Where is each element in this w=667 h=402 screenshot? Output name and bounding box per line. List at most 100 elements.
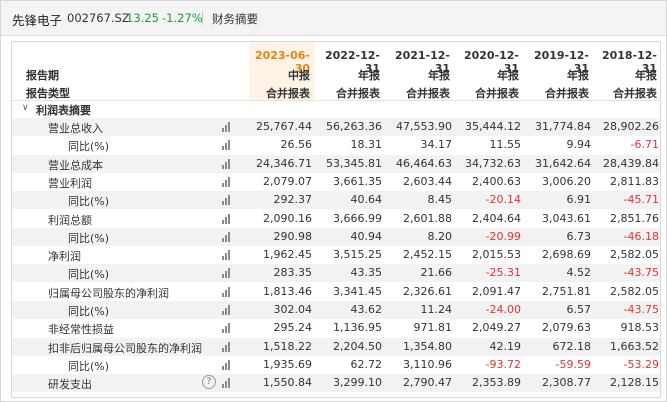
table-header: 报告期 报告类型 2023-06-30 中报 合并报表 2022-12-31 年报 合并报… bbox=[12, 42, 660, 101]
chevron-down-icon[interactable]: ∨ bbox=[22, 103, 29, 113]
header-label-period: 报告期 bbox=[26, 69, 59, 82]
row-label: 利润总额 bbox=[48, 213, 92, 227]
cell-value: 295.24 bbox=[273, 321, 313, 335]
cell-value: 1,354.80 bbox=[403, 339, 452, 353]
column-date[interactable]: 2019-12-31 bbox=[533, 49, 589, 75]
cell-value: 2,353.89 bbox=[472, 376, 521, 390]
row-label: 同比(%) bbox=[68, 195, 110, 209]
cell-value: -43.75 bbox=[623, 266, 659, 280]
tab-financial-summary[interactable]: 财务摘要 bbox=[212, 12, 258, 26]
bar-chart-icon[interactable] bbox=[222, 341, 233, 352]
cell-value: 1,518.22 bbox=[263, 339, 312, 353]
row-label: 营业总成本 bbox=[48, 158, 103, 172]
bar-chart-icon[interactable] bbox=[222, 378, 233, 389]
column-period-type[interactable]: 年报 bbox=[497, 69, 519, 82]
cell-value: 2,582.05 bbox=[610, 284, 659, 298]
selected-column-highlight bbox=[249, 42, 315, 100]
cell-value: 21.66 bbox=[420, 266, 453, 280]
bar-chart-icon[interactable] bbox=[222, 250, 233, 261]
cell-value: 3,299.10 bbox=[333, 376, 382, 390]
section-income-summary[interactable]: ∨ 利润表摘要 bbox=[12, 100, 660, 118]
row-label: 同比(%) bbox=[68, 140, 110, 154]
cell-value: 1,136.95 bbox=[333, 321, 382, 335]
cell-value: 34,732.63 bbox=[465, 156, 521, 170]
cell-value: 1,663.52 bbox=[610, 339, 659, 353]
divider bbox=[202, 11, 203, 25]
table-row: 营业总成本 24,346.71 53,345.81 46,464.63 34,732.6… bbox=[12, 154, 660, 173]
cell-value: 47,553.90 bbox=[396, 120, 452, 133]
bar-chart-icon[interactable] bbox=[222, 176, 233, 187]
cell-value: 34.17 bbox=[420, 138, 453, 152]
cell-value: -24.00 bbox=[485, 303, 521, 316]
cell-value: 6.57 bbox=[566, 303, 592, 316]
column-date[interactable]: 2022-12-31 bbox=[324, 49, 380, 75]
cell-value: 2,128.15 bbox=[610, 376, 659, 390]
cell-value: 6.73 bbox=[566, 229, 592, 243]
cell-value: 8.45 bbox=[427, 193, 453, 207]
bar-chart-icon[interactable] bbox=[222, 323, 233, 334]
cell-value: 2,601.88 bbox=[403, 211, 452, 225]
cell-value: 2,603.44 bbox=[403, 174, 452, 188]
cell-value: 3,666.99 bbox=[333, 211, 382, 225]
column-period-type[interactable]: 年报 bbox=[635, 69, 657, 82]
bar-chart-icon[interactable] bbox=[222, 140, 233, 151]
stock-price: 13.25 bbox=[126, 11, 159, 25]
row-label: 归属母公司股东的净利润 bbox=[48, 286, 169, 300]
cell-value: 2,582.05 bbox=[610, 248, 659, 262]
cell-value: 2,308.77 bbox=[542, 376, 591, 390]
table-row: 同比(%) 26.56 18.31 34.17 11.55 9.94 -6.71 bbox=[12, 136, 660, 154]
table-row: 同比(%) 290.98 40.94 8.20 -20.99 6.73 -46.18 bbox=[12, 227, 660, 246]
bar-chart-icon[interactable] bbox=[222, 122, 233, 132]
cell-value: 2,326.61 bbox=[403, 284, 452, 298]
cell-value: 2,698.69 bbox=[542, 248, 591, 262]
cell-value: 2,811.83 bbox=[610, 174, 659, 188]
column-period-type[interactable]: 年报 bbox=[428, 69, 450, 82]
row-label: 同比(%) bbox=[68, 231, 110, 245]
cell-value: 918.53 bbox=[620, 321, 660, 335]
table-row: 同比(%) 302.04 43.62 11.24 -24.00 6.57 -43.75 bbox=[12, 301, 660, 319]
column-period-type[interactable]: 年报 bbox=[567, 69, 589, 82]
cell-value: 3,341.45 bbox=[333, 284, 382, 298]
row-label: 研发支出 bbox=[48, 378, 92, 392]
cell-value: -6.71 bbox=[630, 138, 659, 152]
column-report-kind[interactable]: 合并报表 bbox=[406, 87, 450, 100]
cell-value: 292.37 bbox=[273, 193, 313, 207]
bar-chart-icon[interactable] bbox=[222, 286, 233, 297]
column-period-type[interactable]: 年报 bbox=[358, 69, 380, 82]
column-date[interactable]: 2021-12-31 bbox=[394, 49, 450, 75]
cell-value: 11.24 bbox=[420, 303, 453, 316]
column-report-kind[interactable]: 合并报表 bbox=[545, 87, 589, 100]
table-row: 同比(%) 292.37 40.64 8.45 -20.14 6.91 -45.71 bbox=[12, 191, 660, 210]
cell-value: 2,049.27 bbox=[472, 321, 521, 335]
help-icon[interactable]: ? bbox=[202, 375, 216, 390]
cell-value: -20.99 bbox=[485, 229, 521, 243]
column-date[interactable]: 2020-12-31 bbox=[463, 49, 519, 75]
column-date[interactable]: 2018-12-31 bbox=[601, 49, 657, 75]
bar-chart-icon[interactable] bbox=[222, 359, 233, 370]
bar-chart-icon[interactable] bbox=[222, 213, 233, 224]
column-report-kind[interactable]: 合并报表 bbox=[613, 87, 657, 100]
column-report-kind[interactable]: 合并报表 bbox=[336, 87, 380, 100]
cell-value: 2,015.53 bbox=[472, 248, 521, 262]
bar-chart-icon[interactable] bbox=[222, 268, 233, 279]
cell-value: 672.18 bbox=[552, 339, 592, 353]
cell-value: 8.20 bbox=[427, 229, 453, 243]
cell-value: 53,345.81 bbox=[326, 156, 382, 170]
cell-value: 2,851.76 bbox=[610, 211, 659, 225]
column-report-kind[interactable]: 合并报表 bbox=[475, 87, 519, 100]
bar-chart-icon[interactable] bbox=[222, 195, 233, 206]
row-label: 同比(%) bbox=[68, 305, 110, 318]
financial-table: 报告期 报告类型 2023-06-30 中报 合并报表 2022-12-31 年报 合并报… bbox=[11, 41, 661, 398]
cell-value: -25.31 bbox=[485, 266, 521, 280]
table-row: 研发支出? 1,550.84 3,299.10 2,790.47 2,353.89 2,3… bbox=[12, 374, 660, 393]
bar-chart-icon[interactable] bbox=[222, 305, 233, 315]
cell-value: 2,079.07 bbox=[263, 174, 312, 188]
bar-chart-icon[interactable] bbox=[222, 158, 233, 169]
table-row: 同比(%) 1,935.69 62.72 3,110.96 -93.72 -59.59 -5… bbox=[12, 356, 660, 374]
table-row: 非经常性损益 295.24 1,136.95 971.81 2,049.27 2,079.… bbox=[12, 319, 660, 337]
cell-value: 2,400.63 bbox=[472, 174, 521, 188]
cell-value: 18.31 bbox=[350, 138, 383, 152]
bar-chart-icon[interactable] bbox=[222, 231, 233, 242]
cell-value: -93.72 bbox=[485, 357, 521, 371]
